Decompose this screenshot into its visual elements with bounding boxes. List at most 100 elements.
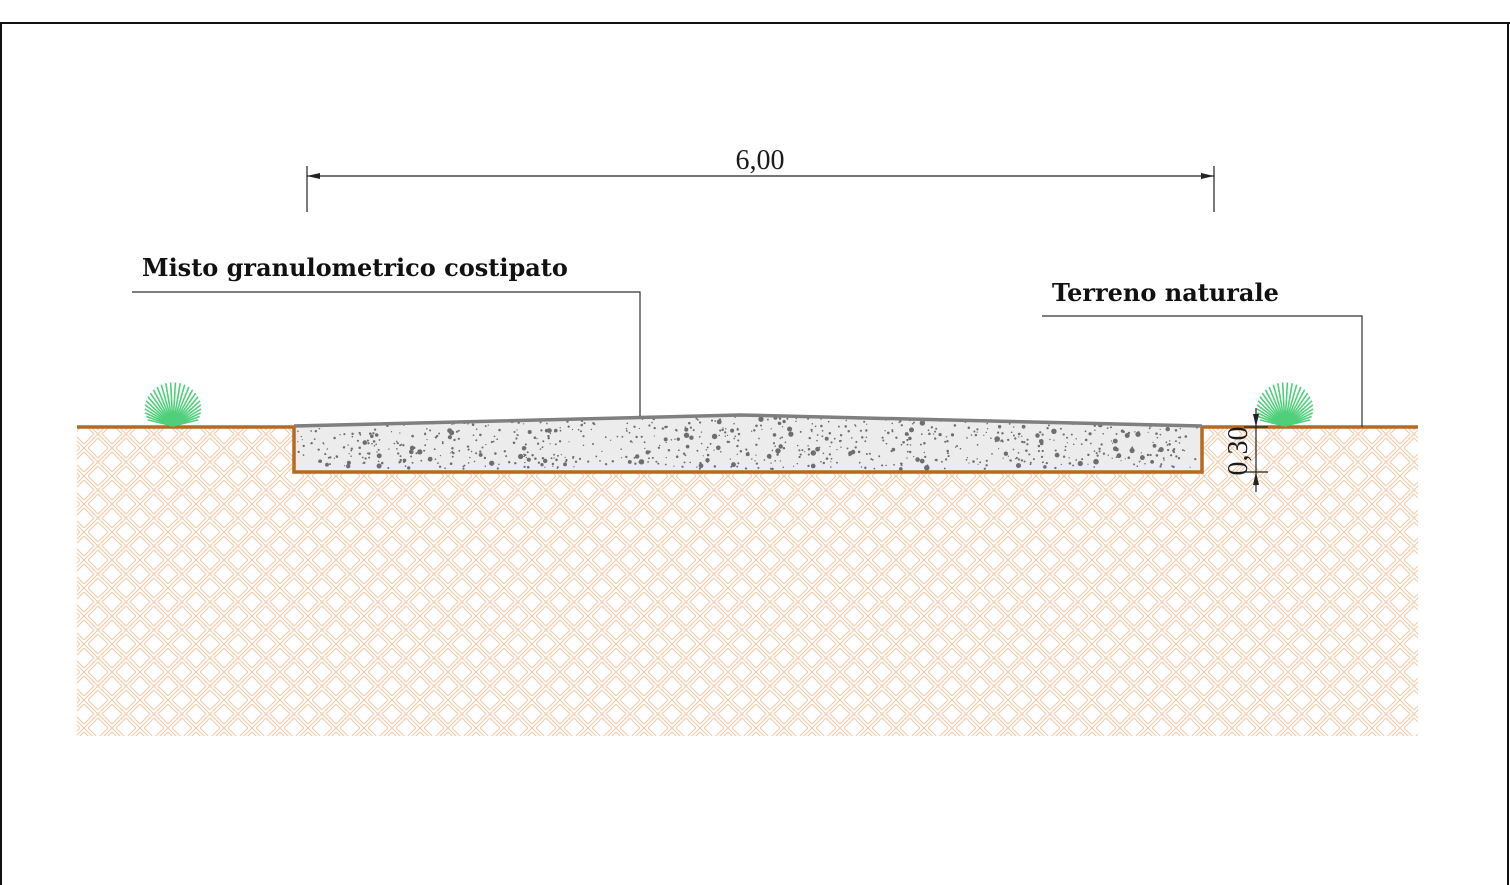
aggregate-grain (698, 467, 701, 470)
aggregate-grain (822, 461, 826, 465)
aggregate-grain (736, 428, 739, 431)
aggregate-grain (946, 449, 949, 453)
aggregate-grain (664, 425, 667, 429)
aggregate-grain (663, 437, 668, 442)
aggregate-grain (370, 434, 374, 439)
aggregate-grain (610, 439, 612, 441)
aggregate-grain (452, 451, 455, 455)
aggregate-grain (1133, 463, 1136, 466)
aggregate-grain (1068, 457, 1070, 459)
aggregate-grain (778, 444, 783, 449)
aggregate-grain (754, 460, 756, 462)
aggregate-grain (1041, 461, 1044, 464)
aggregate-grain (1018, 436, 1020, 438)
aggregate-grain (865, 436, 868, 439)
aggregate-grain (447, 435, 452, 440)
aggregate-grain (1098, 447, 1101, 450)
aggregate-grain (994, 440, 997, 443)
aggregate-grain (1131, 419, 1135, 423)
natural-ground-leader-line (1042, 315, 1363, 427)
aggregate-grain (1102, 452, 1106, 455)
aggregate-grain (450, 452, 452, 454)
aggregate-grain (568, 441, 570, 443)
aggregate-grain (807, 445, 809, 447)
aggregate-grain (772, 442, 776, 445)
aggregate-grain (755, 462, 759, 465)
aggregate-grain (375, 443, 378, 446)
aggregate-grain (1177, 436, 1180, 439)
aggregate-grain (819, 446, 821, 448)
aggregate-grain (837, 425, 840, 428)
aggregate-grain (865, 429, 868, 432)
aggregate-grain (825, 457, 829, 460)
aggregate-grain (733, 422, 735, 425)
aggregate-grain (580, 423, 583, 427)
aggregate-grain (713, 465, 717, 468)
aggregate-grain (943, 467, 946, 470)
aggregate-grain (473, 460, 476, 463)
aggregate-grain (934, 437, 937, 440)
aggregate-grain (1151, 460, 1154, 463)
aggregate-grain (318, 427, 321, 430)
aggregate-grain (1064, 445, 1067, 448)
aggregate-grain (885, 464, 887, 467)
aggregate-grain (479, 450, 482, 453)
aggregate-grain (583, 422, 586, 425)
aggregate-grain (350, 447, 353, 450)
aggregate-grain (906, 438, 909, 442)
aggregate-grain (816, 434, 819, 436)
aggregate-grain (424, 433, 427, 436)
aggregate-grain (851, 437, 853, 439)
aggregate-grain (684, 427, 689, 432)
aggregate-grain (1169, 454, 1173, 457)
aggregate-grain (845, 419, 848, 422)
aggregate-grain (369, 432, 372, 435)
aggregate-grain (947, 455, 950, 458)
aggregate-grain (1159, 428, 1161, 430)
aggregate-grain (297, 430, 299, 432)
aggregate-grain (611, 460, 615, 463)
aggregate-grain (399, 432, 401, 434)
aggregate-grain (1057, 419, 1060, 421)
aggregate-grain (599, 460, 601, 462)
aggregate-grain (1065, 436, 1069, 439)
aggregate-grain (549, 432, 552, 435)
aggregate-grain (411, 434, 414, 438)
aggregate-grain (325, 462, 329, 467)
aggregate-grain (903, 441, 905, 443)
aggregate-grain (595, 455, 598, 458)
aggregate-grain (906, 457, 908, 459)
aggregate-grain (904, 432, 909, 436)
aggregate-grain (564, 456, 566, 459)
aggregate-grain (657, 462, 660, 465)
aggregate-grain (824, 436, 829, 441)
aggregate-grain (864, 440, 867, 443)
aggregate-grain (1007, 455, 1010, 457)
aggregate-grain (601, 450, 603, 453)
aggregate-grain (677, 449, 680, 452)
aggregate-grain (475, 439, 478, 442)
aggregate-grain (779, 460, 782, 462)
aggregate-grain (829, 445, 831, 448)
aggregate-grain (1102, 432, 1105, 435)
aggregate-grain (714, 420, 717, 422)
aggregate-grain (745, 448, 748, 451)
aggregate-grain (323, 443, 325, 445)
aggregate-grain (733, 437, 736, 440)
aggregate-grain (1162, 457, 1165, 460)
aggregate-grain (358, 446, 361, 449)
aggregate-grain (689, 426, 693, 429)
aggregate-grain (965, 459, 968, 461)
aggregate-grain (399, 461, 402, 463)
aggregate-grain (1051, 428, 1057, 435)
aggregate-grain (915, 457, 920, 462)
aggregate-grain (505, 455, 508, 458)
aggregate-grain (828, 453, 832, 456)
aggregate-grain (1040, 438, 1043, 441)
aggregate-grain (536, 438, 538, 440)
aggregate-grain (934, 430, 937, 433)
aggregate-grain (317, 448, 320, 451)
aggregate-grain (736, 453, 739, 456)
aggregate-grain (987, 416, 991, 419)
aggregate-grain (527, 429, 532, 435)
